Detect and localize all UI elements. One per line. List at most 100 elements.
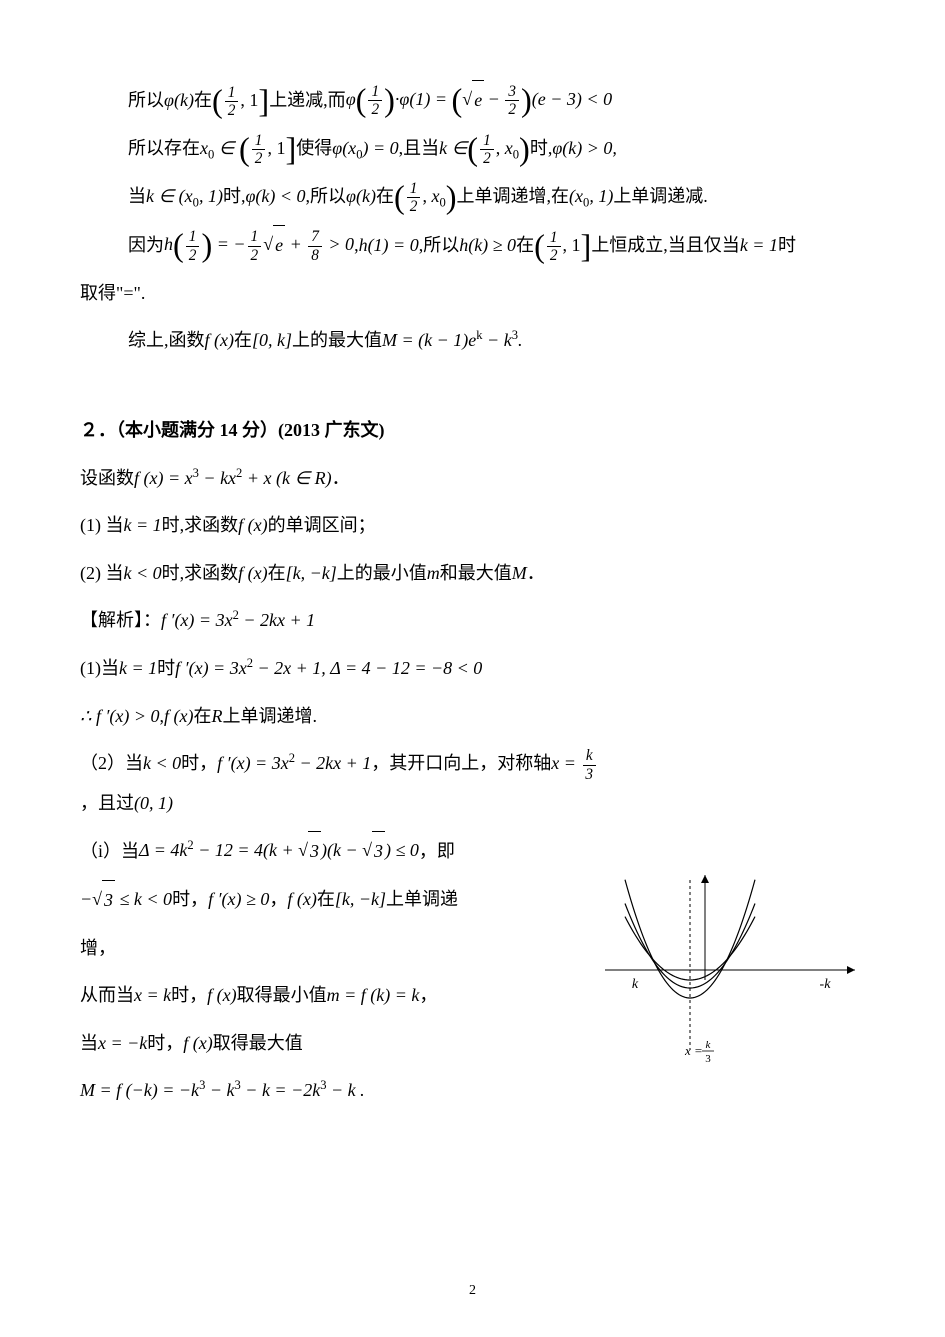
math-expr: φ(k) < 0: [245, 177, 305, 217]
math-expr: k = 1: [124, 506, 162, 546]
text: ．: [527, 554, 545, 594]
text: 在: [234, 321, 252, 361]
solution-line: 综上,函数 f (x) 在 [0, k] 上的最大值 M = (k − 1)ek…: [80, 321, 865, 361]
solution-line: 从而当 x = k 时， f (x) 取得最小值 m = f (k) = k ，: [80, 976, 600, 1016]
text: ，且过: [80, 784, 134, 824]
math-expr: k = 1: [740, 226, 778, 266]
math-expr: M = f (−k) = −k3 − k3 − k = −2k3 − k .: [80, 1071, 365, 1111]
math-expr: x = k3: [551, 744, 598, 784]
math-expr: φ(x0) = 0: [332, 129, 398, 169]
math-expr: f (x): [205, 321, 234, 361]
math-expr: k = 1: [119, 649, 157, 689]
text: 取得最小值: [237, 976, 327, 1016]
text: 时，: [181, 744, 217, 784]
parabola-graph: k-kx = k3: [605, 870, 865, 1070]
page-number: 2: [469, 1276, 476, 1307]
math-expr: (12, 1]: [212, 81, 269, 121]
text: 和最大值: [440, 554, 512, 594]
text: ，即: [419, 832, 455, 872]
text: ，: [269, 880, 287, 920]
question-title: ２．（本小题满分 14 分）(2013 广东文): [80, 411, 865, 451]
text: 设函数: [80, 459, 134, 499]
text: 取得最大值: [213, 1024, 303, 1064]
svg-text:-k: -k: [820, 977, 832, 992]
text: ,所以: [306, 177, 347, 217]
graph-svg: k-kx = k3: [605, 870, 865, 1070]
math-expr: −√3 ≤ k < 0: [80, 880, 172, 921]
text: ，: [419, 976, 437, 1016]
question-part1: (1) 当 k = 1 时,求函数 f (x) 的单调区间；: [80, 506, 865, 546]
solution-line: −√3 ≤ k < 0 时， f ′(x) ≥ 0 ， f (x) 在 [k, …: [80, 880, 600, 921]
math-expr: x = −k: [98, 1024, 147, 1064]
text: 时,求函数: [162, 554, 239, 594]
solution-line: 所以存在 x0 ∈ (12, 1] 使得 φ(x0) = 0 ,且当 k ∈(1…: [80, 129, 865, 169]
solution-line: 当 k ∈ (x0, 1) 时, φ(k) < 0 ,所以 φ(k) 在 (12…: [80, 177, 865, 217]
solution-line: 所以 φ(k) 在 (12, 1] 上递减,而 φ(12)·φ(1) = (√e…: [80, 80, 865, 121]
text: ．: [332, 459, 350, 499]
text: 增，: [80, 929, 116, 969]
math-expr: φ(k) > 0,: [552, 129, 617, 169]
math-expr: f (x): [287, 880, 316, 920]
math-expr: Δ = 4k2 − 12 = 4(k + √3)(k − √3) ≤ 0: [139, 831, 419, 872]
text: 在: [268, 554, 286, 594]
text: 【解析】：: [80, 601, 161, 641]
math-expr: h(12) = −12√e + 78 > 0: [164, 225, 354, 266]
text: (1)当: [80, 649, 119, 689]
text: ,且当: [399, 129, 440, 169]
text: 因为: [128, 226, 164, 266]
solution-line: (1)当 k = 1 时 f ′(x) = 3x2 − 2x + 1, Δ = …: [80, 649, 865, 689]
solution-line: （i）当 Δ = 4k2 − 12 = 4(k + √3)(k − √3) ≤ …: [80, 831, 600, 872]
text: 时，: [171, 976, 207, 1016]
svg-text:x =: x =: [684, 1043, 703, 1058]
text: 在: [194, 81, 212, 121]
text: 的单调区间；: [268, 506, 376, 546]
text: 时: [157, 649, 175, 689]
text: 在: [376, 177, 394, 217]
math-expr: h(k) ≥ 0: [459, 226, 516, 266]
solution-line: （2）当 k < 0 时， f ′(x) = 3x2 − 2kx + 1 ，其开…: [80, 744, 600, 823]
text: 时,求函数: [162, 506, 239, 546]
text: 上单调递增.: [223, 697, 318, 737]
text: 时: [778, 226, 796, 266]
math-expr: (12, x0): [394, 177, 457, 217]
math-expr: f ′(x) = 3x2 − 2x + 1, Δ = 4 − 12 = −8 <…: [175, 649, 482, 689]
text: (1) 当: [80, 506, 124, 546]
text: 上单调递: [386, 880, 458, 920]
math-expr: (12, 1]: [534, 226, 591, 266]
text: 当: [80, 1024, 98, 1064]
solution-line: ∴ f ′(x) > 0 , f (x) 在 R 上单调递增.: [80, 697, 865, 737]
math-expr: x0 ∈ (12, 1]: [200, 129, 296, 169]
math-expr: [k, −k]: [335, 880, 386, 920]
math-expr: k ∈(12, x0): [439, 129, 530, 169]
math-expr: f ′(x) ≥ 0: [208, 880, 269, 920]
math-expr: f (x): [238, 506, 267, 546]
text: 上恒成立,当且仅当: [591, 226, 740, 266]
svg-text:k: k: [706, 1039, 712, 1051]
text: ，其开口向上，对称轴: [371, 744, 551, 784]
question-part2: (2) 当 k < 0 时,求函数 f (x) 在 [k, −k] 上的最小值 …: [80, 554, 865, 594]
text: 上单调递增,在: [457, 177, 570, 217]
math-expr: x = k: [134, 976, 171, 1016]
text: 综上,函数: [128, 321, 205, 361]
math-expr: f ′(x) = 3x2 − 2kx + 1: [161, 601, 315, 641]
text: 时，: [147, 1024, 183, 1064]
math-expr: f (x): [183, 1024, 212, 1064]
math-expr: h(1) = 0: [359, 226, 419, 266]
text: ,所以: [419, 226, 460, 266]
math-expr: k ∈ (x0, 1): [146, 177, 223, 217]
svg-text:k: k: [632, 977, 639, 992]
text: 取得"=".: [80, 274, 145, 314]
math-expr: f (x): [238, 554, 267, 594]
math-expr: f (x): [207, 976, 236, 1016]
math-expr: M: [512, 554, 527, 594]
solution-line: M = f (−k) = −k3 − k3 − k = −2k3 − k .: [80, 1071, 865, 1111]
math-expr: m = f (k) = k: [327, 976, 420, 1016]
solution-line: 取得"=".: [80, 274, 865, 314]
text: 使得: [296, 129, 332, 169]
text: 上递减,而: [269, 81, 346, 121]
math-expr: (x0, 1): [569, 177, 613, 217]
math-expr: φ(k): [164, 81, 194, 121]
text: (2) 当: [80, 554, 124, 594]
text: 上单调递减.: [613, 177, 708, 217]
text: 上的最小值: [337, 554, 427, 594]
